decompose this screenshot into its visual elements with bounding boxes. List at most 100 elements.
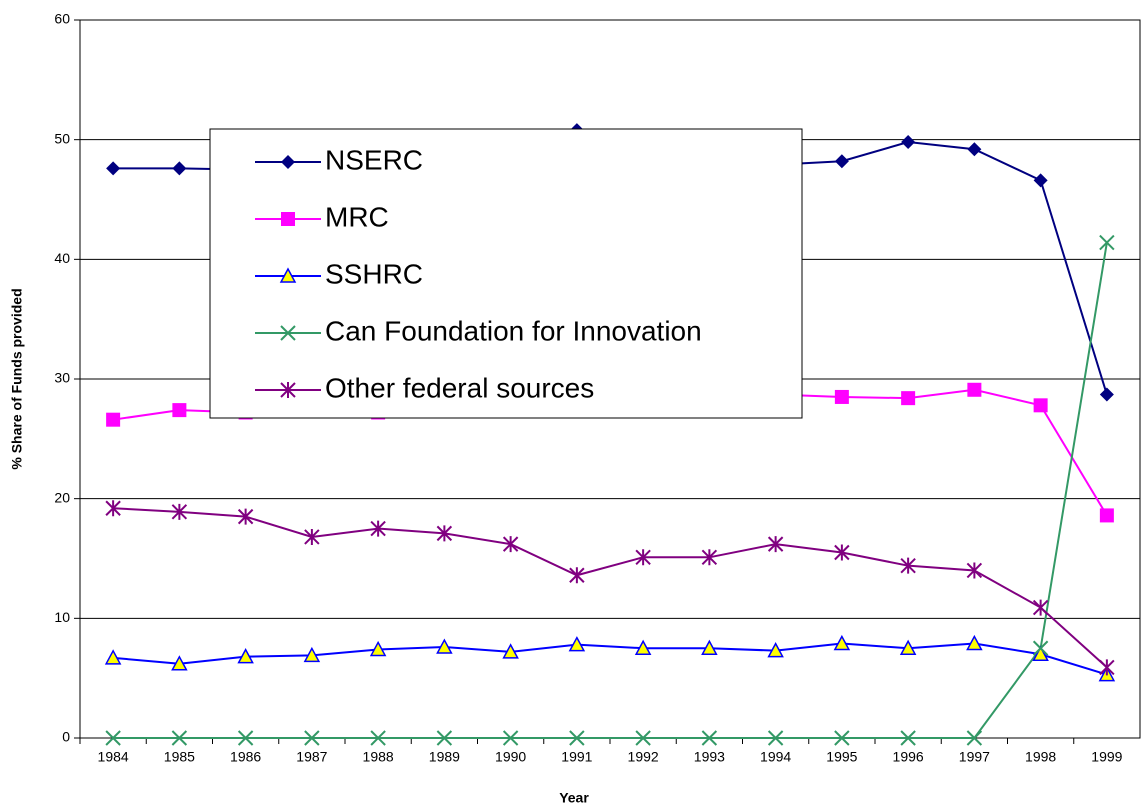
x-axis-label: Year <box>559 790 589 806</box>
marker <box>834 544 850 561</box>
marker <box>304 730 320 746</box>
marker <box>105 500 121 517</box>
x-tick-label: 1996 <box>893 749 924 765</box>
marker <box>834 389 849 404</box>
marker <box>436 638 453 654</box>
marker <box>303 646 321 663</box>
series-line <box>113 242 1108 739</box>
marker <box>280 325 296 341</box>
marker <box>171 503 188 520</box>
marker <box>834 154 849 169</box>
marker <box>967 382 982 397</box>
marker <box>172 403 187 418</box>
y-tick-label: 50 <box>54 130 70 146</box>
marker <box>237 648 254 664</box>
marker <box>899 639 917 655</box>
marker <box>281 155 295 169</box>
y-tick-label: 0 <box>62 729 70 745</box>
x-tick-label: 1985 <box>164 749 195 765</box>
x-tick-label: 1991 <box>561 749 592 765</box>
legend-label: NSERC <box>325 144 423 175</box>
marker <box>966 562 983 579</box>
marker <box>1099 234 1115 251</box>
marker <box>1099 659 1115 676</box>
marker <box>701 549 718 566</box>
marker <box>436 525 453 542</box>
y-tick-label: 40 <box>54 250 70 266</box>
marker <box>369 640 387 657</box>
marker <box>280 382 296 398</box>
marker <box>502 536 519 553</box>
marker <box>1099 387 1114 402</box>
marker <box>171 655 188 671</box>
legend-label: MRC <box>325 201 389 232</box>
x-tick-label: 1993 <box>694 749 725 765</box>
marker <box>767 730 784 746</box>
marker <box>237 508 254 525</box>
y-tick-label: 30 <box>54 370 70 386</box>
marker <box>370 520 386 537</box>
legend-label: Other federal sources <box>325 372 594 403</box>
marker <box>502 643 519 659</box>
marker <box>635 730 651 746</box>
marker <box>1033 398 1048 413</box>
marker <box>104 649 122 665</box>
y-tick-label: 10 <box>54 609 70 625</box>
marker <box>966 730 983 746</box>
x-tick-label: 1992 <box>628 749 659 765</box>
marker <box>171 730 188 746</box>
x-tick-label: 1987 <box>296 749 327 765</box>
marker <box>1099 508 1114 523</box>
legend-box <box>209 128 803 419</box>
marker <box>701 639 718 655</box>
marker <box>900 557 916 574</box>
y-tick-label: 60 <box>54 11 70 27</box>
x-tick-label: 1988 <box>363 749 394 765</box>
marker <box>237 730 254 746</box>
marker <box>634 639 652 655</box>
marker <box>901 391 916 406</box>
marker <box>370 730 386 746</box>
marker <box>900 730 916 746</box>
marker <box>901 135 916 150</box>
series-line <box>113 642 1108 676</box>
marker <box>569 567 585 584</box>
x-tick-label: 1984 <box>98 749 129 765</box>
marker <box>701 730 718 746</box>
x-tick-label: 1986 <box>230 749 261 765</box>
x-tick-label: 1999 <box>1091 749 1122 765</box>
y-axis-label: % Share of Funds provided <box>9 288 25 469</box>
x-tick-label: 1990 <box>495 749 526 765</box>
marker <box>635 549 651 566</box>
marker <box>436 730 453 746</box>
x-tick-label: 1998 <box>1025 749 1056 765</box>
x-tick-label: 1994 <box>760 749 791 765</box>
marker <box>1033 173 1048 188</box>
marker <box>304 528 320 545</box>
series-line <box>113 507 1108 669</box>
marker <box>502 730 519 746</box>
marker <box>967 142 982 157</box>
marker <box>105 730 121 746</box>
marker <box>1032 645 1049 661</box>
y-tick-label: 20 <box>54 489 70 505</box>
marker <box>966 634 983 651</box>
marker <box>834 730 850 746</box>
marker <box>1032 599 1049 616</box>
marker <box>767 642 784 658</box>
x-tick-label: 1995 <box>826 749 857 765</box>
marker <box>568 636 586 652</box>
marker <box>106 161 121 176</box>
x-tick-label: 1997 <box>959 749 990 765</box>
legend: NSERC MRC SSHRC Can Foundation for Innovati… <box>209 128 803 419</box>
marker <box>279 267 297 283</box>
legend-label: Can Foundation for Innovation <box>325 315 702 346</box>
marker <box>172 161 187 176</box>
marker <box>569 730 585 746</box>
x-tick-label: 1989 <box>429 749 460 765</box>
marker <box>1032 640 1049 656</box>
marker <box>833 634 851 651</box>
marker <box>281 212 295 226</box>
legend-label: SSHRC <box>325 258 423 289</box>
